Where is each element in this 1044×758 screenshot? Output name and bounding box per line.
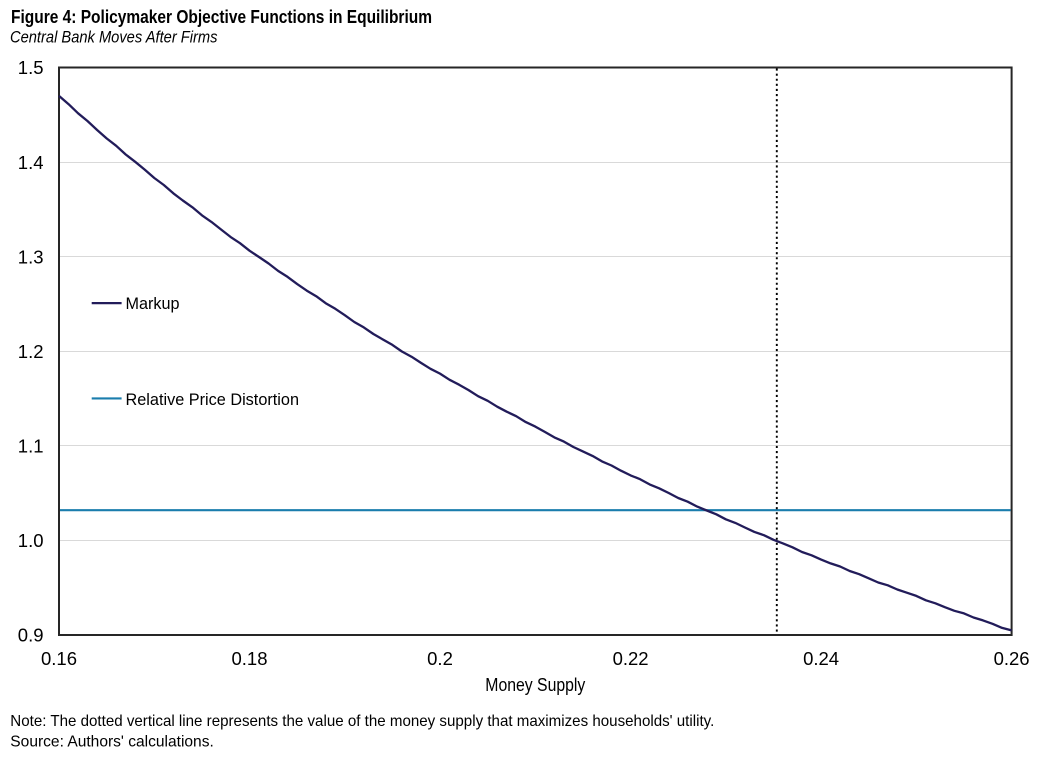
svg-text:0.26: 0.26 [994, 648, 1030, 669]
svg-text:0.22: 0.22 [613, 648, 649, 669]
svg-text:Figure 4: Policymaker Objectiv: Figure 4: Policymaker Objective Function… [11, 7, 432, 27]
svg-text:0.24: 0.24 [803, 648, 839, 669]
svg-text:1.2: 1.2 [18, 341, 44, 362]
svg-text:Markup: Markup [126, 295, 180, 313]
svg-text:0.18: 0.18 [231, 648, 267, 669]
svg-text:1.1: 1.1 [18, 436, 44, 457]
svg-text:0.16: 0.16 [41, 648, 77, 669]
svg-text:1.5: 1.5 [18, 57, 44, 78]
svg-text:1.3: 1.3 [18, 246, 44, 267]
svg-text:0.9: 0.9 [18, 625, 44, 646]
svg-text:Relative Price Distortion: Relative Price Distortion [126, 391, 300, 409]
svg-text:Source: Authors' calculations.: Source: Authors' calculations. [10, 733, 214, 750]
svg-text:Central Bank Moves After Firms: Central Bank Moves After Firms [10, 29, 218, 47]
svg-text:1.4: 1.4 [18, 152, 44, 173]
svg-text:0.2: 0.2 [427, 648, 453, 669]
svg-text:1.0: 1.0 [18, 530, 44, 551]
svg-text:Note: The dotted vertical line: Note: The dotted vertical line represent… [10, 713, 714, 730]
svg-text:Money Supply: Money Supply [485, 675, 585, 695]
